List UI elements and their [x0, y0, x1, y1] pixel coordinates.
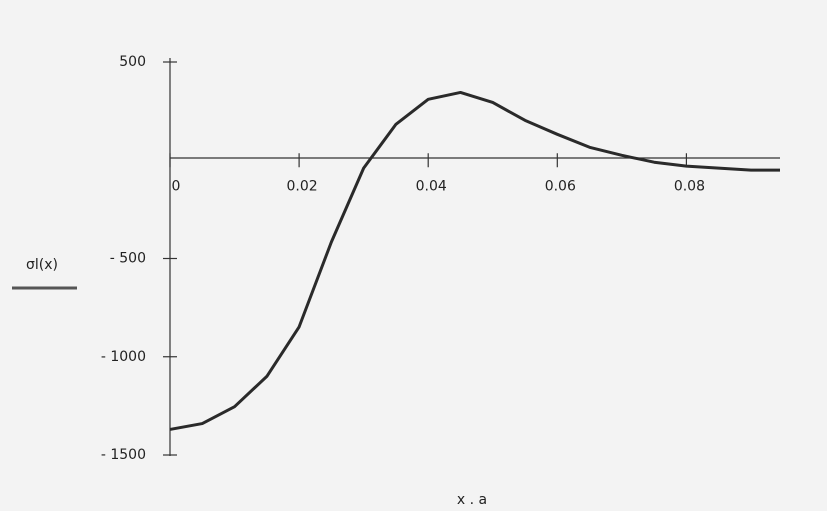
x-tick-label: 0.02	[287, 178, 318, 194]
x-axis-label: x . a	[457, 492, 487, 508]
y-axis-label: σl(x)	[26, 257, 58, 273]
x-tick-label: 0	[172, 178, 181, 194]
data-line	[169, 90, 780, 431]
x-tick-label: 0.04	[416, 178, 447, 194]
y-tick-label: - 1000	[101, 349, 146, 365]
y-tick-label: - 500	[110, 251, 146, 267]
x-tick-label: 0.08	[674, 178, 705, 194]
x-tick-label: 0.06	[545, 178, 576, 194]
y-tick-label: 500	[119, 54, 146, 70]
y-tick-label: - 1500	[101, 447, 146, 463]
